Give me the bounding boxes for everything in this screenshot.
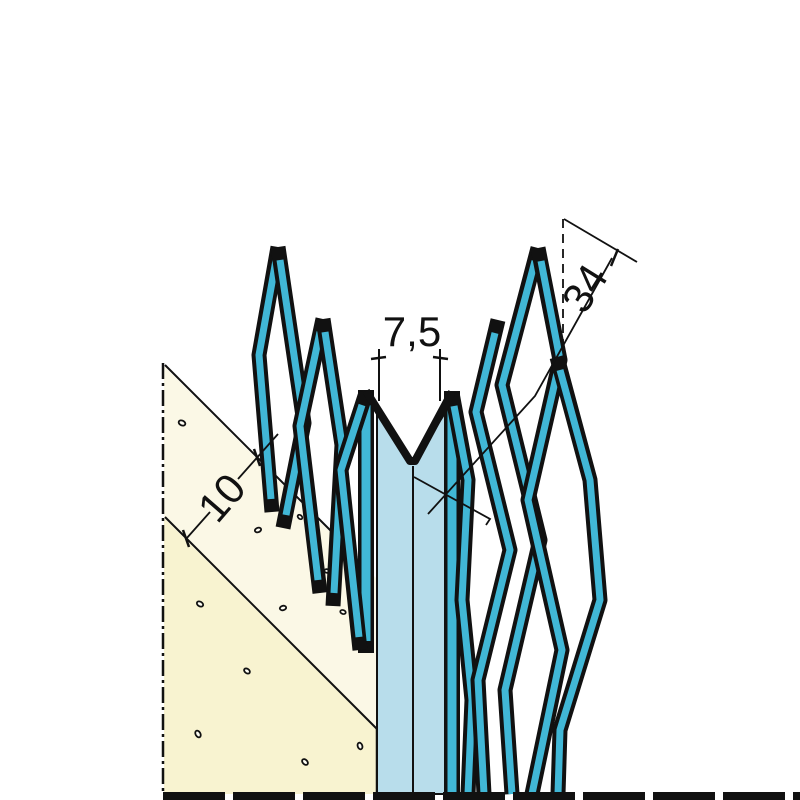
right-mesh-wing <box>444 246 608 796</box>
dimension-line-lower <box>185 511 211 540</box>
v-notch-outline <box>362 388 456 465</box>
channel-body <box>376 409 446 795</box>
plaster-surface-line <box>164 516 378 730</box>
tick-left <box>370 355 387 361</box>
tick-right <box>432 355 449 361</box>
leader-line <box>427 257 613 515</box>
left-mesh-wing <box>251 245 374 651</box>
plaster-band-fill <box>164 366 377 730</box>
seam-pointer-line <box>413 476 492 526</box>
dimension-label-groove-width: 7,5 <box>383 308 441 355</box>
tick <box>609 248 620 267</box>
wall-fill <box>164 518 377 794</box>
aggregate-speckles <box>177 419 364 766</box>
dimension-7-5: 7,5 <box>370 308 449 401</box>
tick-upper <box>252 448 262 467</box>
dimension-line-upper <box>237 433 279 480</box>
dimension-line <box>563 218 638 263</box>
profile-channel <box>376 409 446 795</box>
tick-lower <box>181 529 191 548</box>
